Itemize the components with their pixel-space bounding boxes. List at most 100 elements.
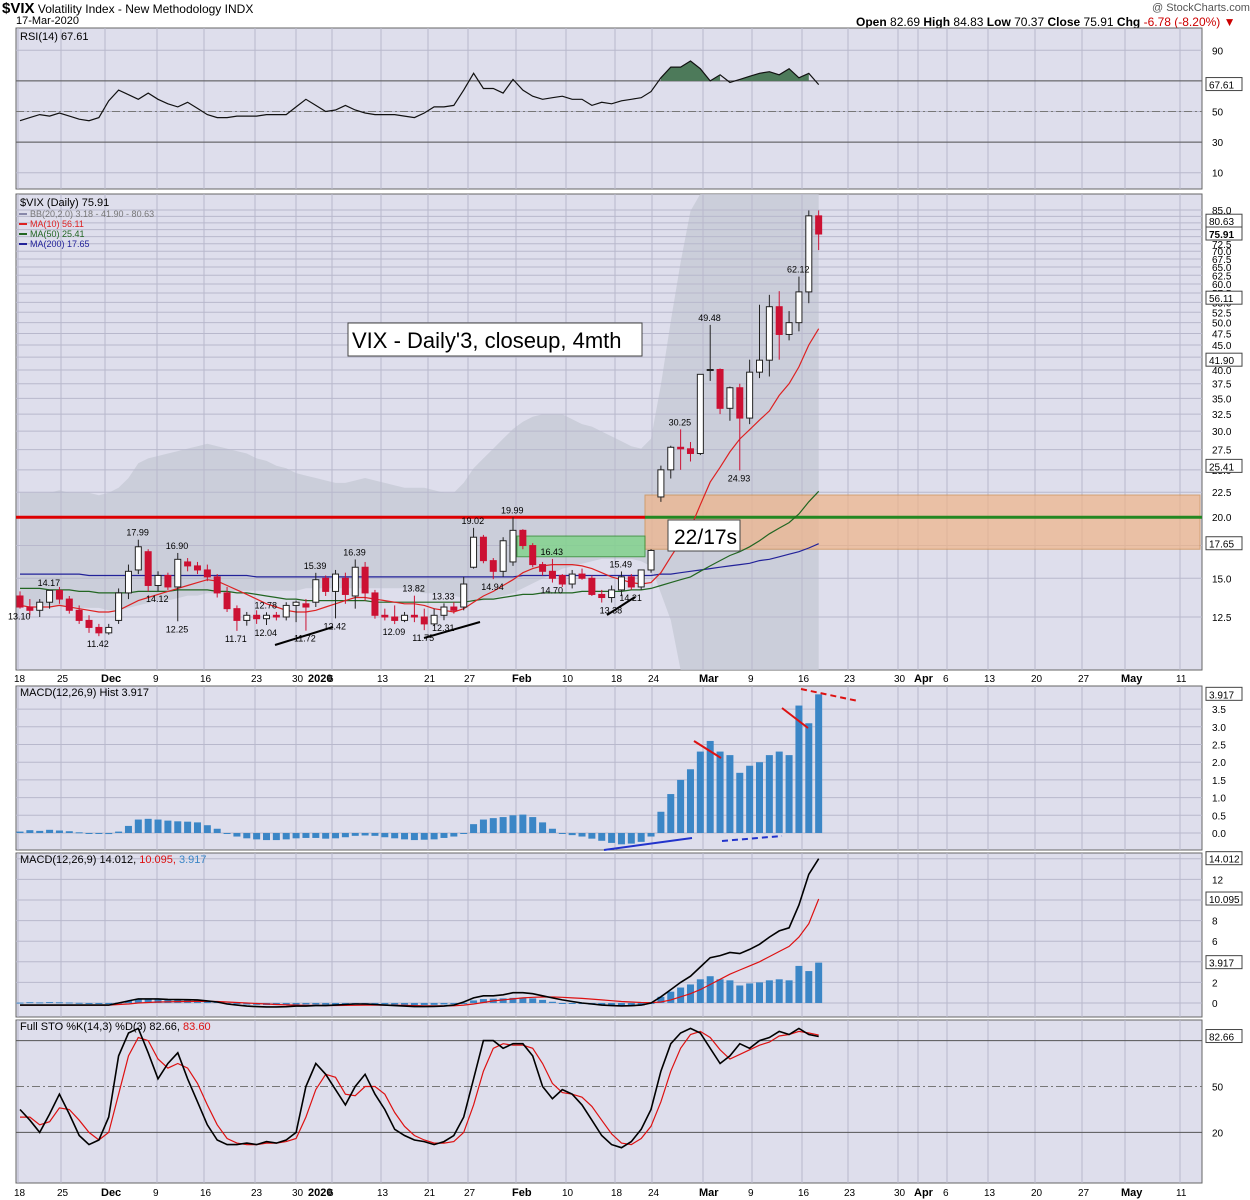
macd-hist-bar bbox=[736, 772, 744, 833]
candle-body bbox=[322, 577, 330, 592]
candle-body bbox=[282, 604, 290, 618]
macd-hist-bar bbox=[391, 833, 399, 839]
candle-body bbox=[686, 448, 694, 454]
price-marker-box bbox=[1205, 352, 1243, 367]
macd-hist-bar bbox=[805, 723, 813, 833]
date-tick: Feb bbox=[512, 673, 532, 685]
candle-body bbox=[706, 369, 714, 372]
date-tick: 18 bbox=[611, 1188, 623, 1199]
macd-bar bbox=[430, 1003, 438, 1005]
macd-bar bbox=[519, 997, 527, 1003]
candle-body bbox=[627, 576, 635, 588]
rsi-line bbox=[19, 60, 820, 122]
price-axis-tick: 40.0 bbox=[1212, 366, 1232, 377]
macd-bar bbox=[55, 1002, 63, 1004]
divergence-line bbox=[721, 835, 783, 842]
price-axis-tick: 65.0 bbox=[1212, 263, 1232, 274]
divergence-line bbox=[781, 707, 809, 729]
macd-hist-bar bbox=[795, 705, 803, 833]
candle-value-label: 24.93 bbox=[728, 473, 751, 483]
macd-bar bbox=[617, 1003, 625, 1007]
macd-title: MACD(12,26,9) 14.012, 10.095, 3.917 bbox=[20, 854, 207, 866]
date-tick: 6 bbox=[943, 1188, 949, 1199]
price-axis-tick: 72.5 bbox=[1212, 240, 1232, 251]
macd-bar bbox=[233, 1003, 241, 1005]
macd-bar bbox=[548, 1001, 556, 1003]
macd-hist-bar bbox=[203, 825, 211, 833]
candle-body bbox=[371, 592, 379, 616]
macd-hist-bar bbox=[529, 817, 537, 833]
date-tick: 30 bbox=[292, 1188, 304, 1199]
macd-hist-bar bbox=[55, 830, 63, 833]
price-axis-tick: 12.5 bbox=[1212, 613, 1232, 624]
candle-value-label: 49.48 bbox=[698, 313, 721, 323]
stoch-k-line bbox=[19, 1027, 819, 1149]
candle-value-label: 30.25 bbox=[669, 417, 692, 427]
macd-hist-axis-tick: 0.5 bbox=[1212, 811, 1226, 822]
candle-value-label: 16.39 bbox=[343, 547, 366, 557]
candle-body bbox=[351, 566, 359, 597]
macd-bar bbox=[410, 1003, 418, 1006]
price-axis-tick: 27.5 bbox=[1212, 446, 1232, 457]
macd-bar bbox=[154, 999, 162, 1003]
macd-hist-bar bbox=[154, 819, 162, 833]
macd-bar bbox=[65, 1002, 73, 1004]
date-tick: 16 bbox=[200, 1188, 212, 1199]
chg-value: -6.78 (-8.20%) bbox=[1143, 15, 1221, 29]
macd-bar bbox=[696, 979, 704, 1003]
macd-hist-group: 0.0 0.5 1.0 1.5 2.0 2.5 3.0 3.5 MACD(12,26,9) Hi… bbox=[16, 686, 1243, 851]
price-title: $VIX (Daily) 75.91 bbox=[20, 197, 109, 209]
macd-hist-bar bbox=[637, 833, 645, 842]
macd-bar bbox=[105, 1003, 113, 1004]
ohlc-summary: Open 82.69 High 84.83 Low 70.37 Close 75… bbox=[856, 15, 1236, 29]
candle-body bbox=[716, 369, 724, 409]
macd-hist-bar bbox=[16, 831, 24, 833]
candle-value-label: 16.90 bbox=[166, 541, 189, 551]
candle-body bbox=[578, 573, 586, 579]
candle-body bbox=[154, 574, 162, 586]
candle-body bbox=[805, 215, 813, 293]
price-axis-tick: 22.5 bbox=[1212, 488, 1232, 499]
price-axis-tick: 20.0 bbox=[1212, 513, 1232, 524]
macd-axis-tick: 6 bbox=[1212, 937, 1218, 948]
macd-hist-bar bbox=[282, 833, 290, 840]
macd-bar bbox=[332, 1003, 340, 1005]
candle-body bbox=[736, 387, 744, 419]
macd-bar bbox=[124, 1000, 132, 1003]
date-tick: 20 bbox=[1031, 1188, 1043, 1199]
macd-bar bbox=[341, 1003, 349, 1005]
date-tick: 25 bbox=[57, 1188, 69, 1199]
macd-hist-bar bbox=[686, 769, 694, 833]
date-tick: Dec bbox=[101, 1187, 121, 1199]
candle-body bbox=[115, 592, 123, 621]
macd-hist-bar bbox=[746, 765, 754, 833]
date-tick: 9 bbox=[153, 674, 159, 685]
rsi-last-value-box bbox=[1205, 77, 1243, 92]
candle-body bbox=[263, 614, 270, 620]
close-label: Close bbox=[1047, 15, 1081, 29]
macd-hist-bar bbox=[213, 828, 221, 833]
price-group: 12.515.017.520.022.525.027.530.032.535.0… bbox=[8, 194, 1243, 685]
candle-body bbox=[174, 558, 182, 588]
candle-body bbox=[479, 536, 487, 562]
candle-body bbox=[696, 373, 704, 454]
macd-hist-axis-tick: 0.0 bbox=[1212, 829, 1226, 840]
price-axis-tick: 32.5 bbox=[1212, 410, 1232, 421]
stoch-title-part: 83.60 bbox=[183, 1021, 211, 1033]
date-tick: 24 bbox=[648, 1188, 660, 1199]
macd-hist-bar bbox=[450, 833, 458, 837]
candle-body bbox=[233, 608, 241, 621]
macd-bar bbox=[470, 1000, 478, 1003]
ma50-line bbox=[20, 490, 820, 603]
candle-value-label: 11.71 bbox=[225, 634, 247, 644]
candle-body bbox=[341, 577, 349, 595]
macd-hist-bar bbox=[410, 833, 418, 841]
exchange: INDX bbox=[224, 2, 254, 16]
macd-axis-tick: 12 bbox=[1212, 875, 1224, 886]
candle-body bbox=[312, 579, 320, 603]
macd-hist-bar bbox=[36, 830, 44, 833]
macd-axis-tick: 0 bbox=[1212, 999, 1218, 1010]
watermark: @ StockCharts.com bbox=[1152, 2, 1250, 14]
candle-body bbox=[124, 570, 132, 594]
macd-bar bbox=[539, 999, 547, 1003]
